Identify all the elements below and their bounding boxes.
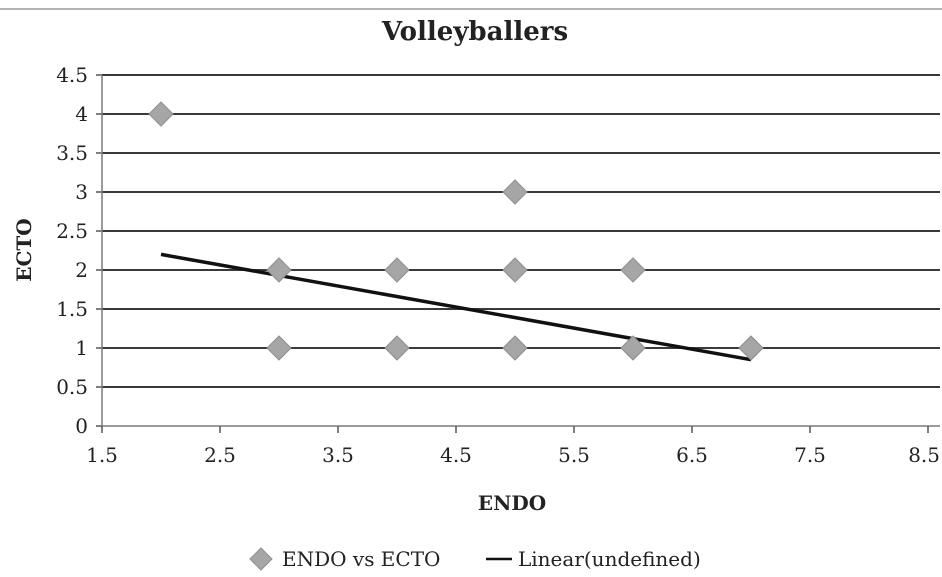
x-tick-label: 3.5 xyxy=(322,443,354,467)
x-tick-label: 5.5 xyxy=(558,443,590,467)
data-point-3 xyxy=(384,257,410,283)
axes xyxy=(101,75,940,433)
data-point-9 xyxy=(620,335,646,361)
y-tick-label: 3 xyxy=(75,180,88,204)
data-point-8 xyxy=(620,257,646,283)
data-point-4 xyxy=(384,335,410,361)
y-tick-label: 1.5 xyxy=(56,297,88,321)
data-point-6 xyxy=(502,257,528,283)
legend: ENDO vs ECTO Linear(undefined) xyxy=(249,547,701,571)
chart-title: Volleyballers xyxy=(381,17,568,47)
y-tick-label: 4 xyxy=(75,102,88,126)
data-point-5 xyxy=(502,179,528,205)
y-tick-label: 2 xyxy=(75,258,88,282)
gridlines xyxy=(96,74,940,427)
x-tick-label: 1.5 xyxy=(86,443,118,467)
x-axis-label: ENDO xyxy=(478,491,546,515)
y-tick-label: 0 xyxy=(75,414,88,438)
x-tick-label: 8.5 xyxy=(908,443,940,467)
y-tick-label: 2.5 xyxy=(56,219,88,243)
y-tick-label: 1 xyxy=(75,336,88,360)
data-point-7 xyxy=(502,335,528,361)
trendline-layer xyxy=(160,252,752,362)
x-tick-label: 4.5 xyxy=(440,443,472,467)
x-tick-labels: 1.5 2.5 3.5 4.5 5.5 6.5 7.5 8.5 xyxy=(86,443,940,467)
y-axis-label: ECTO xyxy=(12,218,36,281)
y-tick-labels: 0 0.5 1 1.5 2 2.5 3 3.5 4 4.5 xyxy=(56,63,88,438)
legend-label-scatter: ENDO vs ECTO xyxy=(282,547,440,571)
legend-label-trendline: Linear(undefined) xyxy=(518,547,701,571)
x-tick-label: 6.5 xyxy=(676,443,708,467)
x-tick-label: 7.5 xyxy=(794,443,826,467)
x-tick-label: 2.5 xyxy=(204,443,236,467)
trendline xyxy=(160,252,752,362)
data-points xyxy=(148,101,764,361)
data-point-2 xyxy=(266,335,292,361)
y-tick-label: 4.5 xyxy=(56,63,88,87)
data-point-0 xyxy=(148,101,174,127)
y-tick-label: 0.5 xyxy=(56,375,88,399)
legend-marker-diamond xyxy=(249,547,273,571)
y-tick-label: 3.5 xyxy=(56,141,88,165)
data-point-1 xyxy=(266,257,292,283)
data-point-10 xyxy=(738,335,764,361)
